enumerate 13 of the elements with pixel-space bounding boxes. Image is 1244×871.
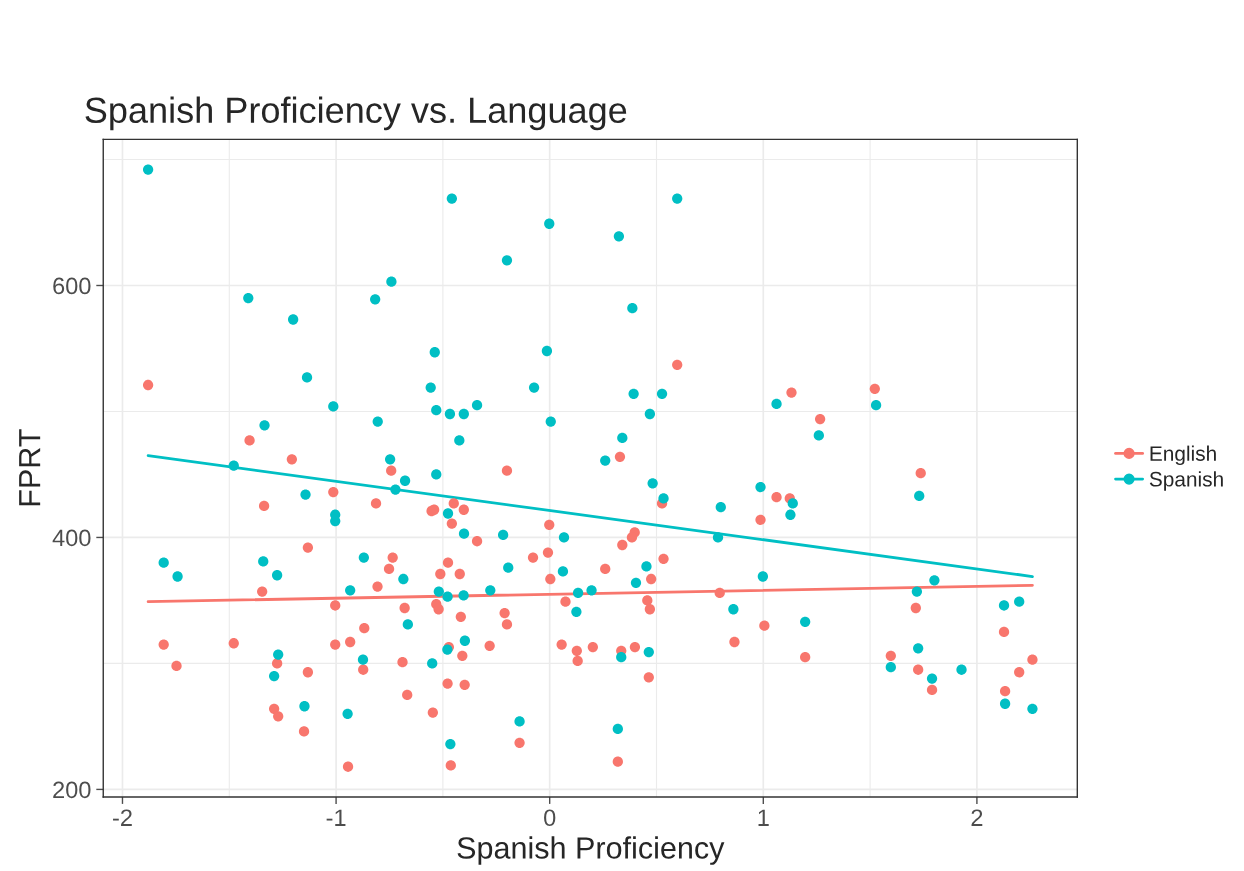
- chart-title: Spanish Proficiency vs. Language: [85, 96, 627, 131]
- y-tick-label: 600: [53, 277, 91, 295]
- y-tick-label: 400: [52, 529, 91, 547]
- x-tick-label: -2: [113, 809, 132, 826]
- x-tick-label: 0: [544, 809, 556, 827]
- legend-label: English: [1150, 445, 1216, 466]
- y-tick-label: 200: [53, 781, 91, 799]
- legend-label: Spanish: [1149, 471, 1223, 491]
- x-tick-label: 2: [971, 809, 983, 826]
- x-tick-label: 1: [758, 809, 769, 826]
- y-axis-title: FPRT: [19, 429, 41, 506]
- x-tick-label: -1: [326, 809, 346, 826]
- x-axis-title: Spanish Proficiency: [457, 836, 725, 865]
